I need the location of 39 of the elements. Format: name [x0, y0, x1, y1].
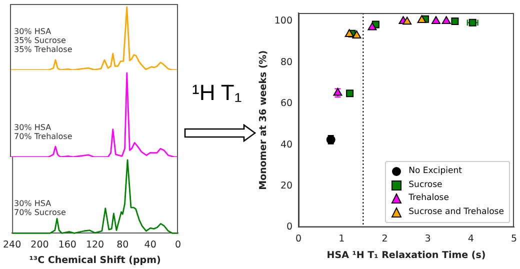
point — [402, 16, 412, 25]
x-axis-title: HSA ¹H T₁ Relaxation Time (s) — [326, 250, 486, 261]
legend-label: Sucrose and Trehalose — [408, 206, 504, 219]
x-tick-label: 240 — [2, 239, 22, 250]
y-tick-label: 60 — [280, 98, 293, 110]
point — [417, 15, 426, 24]
x-tick-label: 40 — [144, 239, 156, 250]
point — [442, 16, 451, 24]
x-tick-label: 120 — [86, 239, 104, 250]
y-tick-label: 0 — [286, 222, 293, 233]
legend-label: Trehalose — [408, 192, 449, 206]
x-tick-label: 5 — [510, 233, 517, 244]
point — [368, 22, 377, 30]
x-tick-label: 160 — [58, 239, 76, 250]
x-tick-label: 200 — [30, 239, 49, 250]
x-tick-label: 4 — [468, 233, 474, 244]
annotation: 30% HSA 70% Sucrose — [14, 199, 66, 217]
point — [352, 30, 362, 38]
annotation: 30% HSA 70% Trehalose — [14, 123, 72, 141]
legend-label: No Excipient — [408, 165, 462, 178]
legend-label: Sucrose — [408, 178, 442, 192]
x-tick-label: 80 — [116, 239, 129, 250]
y-tick-label: 80 — [280, 56, 293, 68]
annotation: 30% HSA 35% Sucrose 35% Trehalose — [14, 27, 72, 54]
y-tick-label: 40 — [280, 139, 293, 150]
point — [451, 17, 459, 25]
y-tick-label: 100 — [274, 16, 293, 27]
y-tick-label: 20 — [280, 180, 293, 192]
y-axis-title: Monomer at 36 weeks (%) — [258, 50, 270, 190]
point — [344, 29, 354, 38]
x-tick-label: 1 — [338, 233, 345, 244]
x-axis-title: ¹³C Chemical Shift (ppm) — [29, 254, 161, 266]
x-tick-label: 3 — [424, 233, 431, 244]
point — [346, 90, 354, 98]
x-tick-label: 0 — [174, 239, 182, 250]
point — [432, 16, 440, 24]
x-tick-label: 0 — [296, 233, 302, 244]
text: ¹H T₁ — [192, 80, 242, 106]
x-tick-label: 2 — [382, 233, 388, 244]
